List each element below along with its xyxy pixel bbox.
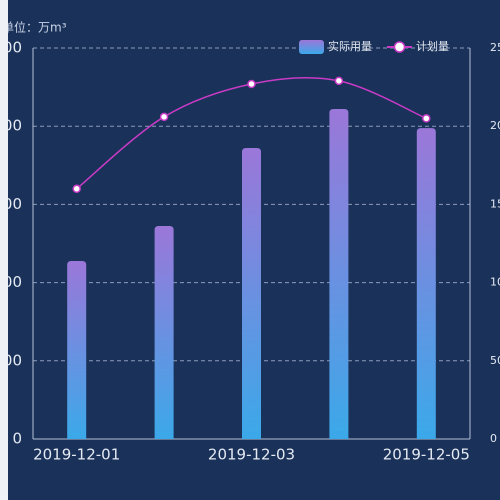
line-marker xyxy=(334,76,344,86)
line-marker xyxy=(72,184,81,194)
legend-marker xyxy=(393,41,406,53)
bar xyxy=(329,108,349,439)
y2-tick-label: 100 xyxy=(490,276,500,289)
x-tick-label: 2019-12-01 xyxy=(33,446,120,464)
bar xyxy=(67,261,87,439)
y2-tick-label: 150 xyxy=(490,197,500,210)
x-tick-label: 2019-12-05 xyxy=(383,446,470,464)
y2-tick-label: 50 xyxy=(490,354,500,367)
bar xyxy=(242,147,261,439)
y2-tick-label: 0 xyxy=(490,432,497,445)
page-edge xyxy=(0,0,8,500)
y-tick-label: 0 xyxy=(12,430,22,448)
legend-swatch xyxy=(299,40,324,54)
chart-title: 单位：万m³ xyxy=(2,20,67,35)
line-marker xyxy=(159,112,169,122)
legend-label: 计划量 xyxy=(416,40,449,53)
bar xyxy=(154,225,174,439)
x-tick-label: 2019-12-03 xyxy=(208,446,295,464)
line-marker xyxy=(422,114,431,123)
legend-label: 实际用量 xyxy=(328,39,372,53)
line-marker xyxy=(247,79,256,89)
bar xyxy=(416,128,436,440)
y2-tick-label: 200 xyxy=(490,119,500,132)
y2-tick-label: 250 xyxy=(490,41,500,54)
